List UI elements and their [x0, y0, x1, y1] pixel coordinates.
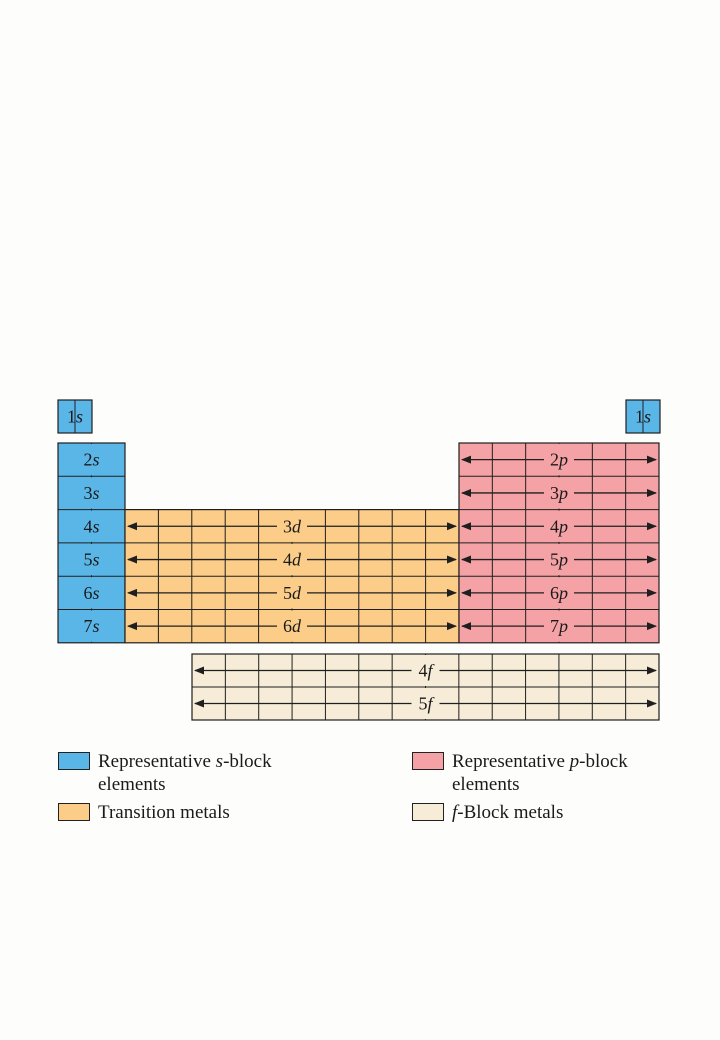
- legend-p-text-line2: elements: [452, 774, 520, 795]
- legend-p-text-ital: p: [569, 751, 580, 772]
- cell-4p-label: 4p: [550, 516, 568, 536]
- legend-s-swatch: [58, 752, 90, 770]
- cell-5f-label: 5f: [418, 694, 435, 714]
- legend-f-text-ital: f: [452, 802, 458, 823]
- cell-5d-label: 5d: [283, 583, 302, 603]
- legend-s-text-line2: elements: [98, 774, 166, 795]
- cell-4s-label: 4s: [83, 516, 99, 536]
- legend-f-text-post: -Block metals: [457, 802, 564, 823]
- legend-s-text-pre: Representative: [98, 751, 216, 772]
- legend-f-swatch: [412, 803, 444, 821]
- cell-3p-label: 3p: [550, 483, 568, 503]
- cell-3d-label: 3d: [283, 516, 302, 536]
- cell-7p-label: 7p: [550, 616, 568, 636]
- legend-s-text-post: -block: [223, 751, 272, 772]
- cell-1s-right-label: 1s: [635, 407, 651, 427]
- cell-6d-label: 6d: [283, 616, 302, 636]
- legend-s-text-ital: s: [215, 751, 224, 772]
- cell-4d-label: 4d: [283, 550, 302, 570]
- legend-p-swatch: [412, 752, 444, 770]
- legend-p-text-pre: Representative: [452, 751, 570, 772]
- cell-3s-label: 3s: [83, 483, 99, 503]
- cell-1s-left-label: 1s: [67, 407, 83, 427]
- legend-s-block: Representative s-block elements: [58, 750, 358, 800]
- cell-5p-label: 5p: [550, 550, 568, 570]
- cell-6s-label: 6s: [83, 583, 99, 603]
- cell-5s-label: 5s: [83, 550, 99, 570]
- cell-6p-label: 6p: [550, 583, 568, 603]
- legend-p-block: Representative p-block elements: [412, 750, 712, 800]
- legend-d-text: Transition metals: [98, 802, 230, 823]
- legend-transition-metals: Transition metals: [58, 801, 358, 827]
- legend-d-swatch: [58, 803, 90, 821]
- legend-f-block: f-Block metals: [412, 801, 712, 827]
- cell-7s-label: 7s: [83, 616, 99, 636]
- cell-2s-label: 2s: [83, 450, 99, 470]
- legend-p-text-post: -block: [579, 751, 628, 772]
- cell-2p-label: 2p: [550, 450, 568, 470]
- cell-4f-label: 4f: [418, 661, 435, 681]
